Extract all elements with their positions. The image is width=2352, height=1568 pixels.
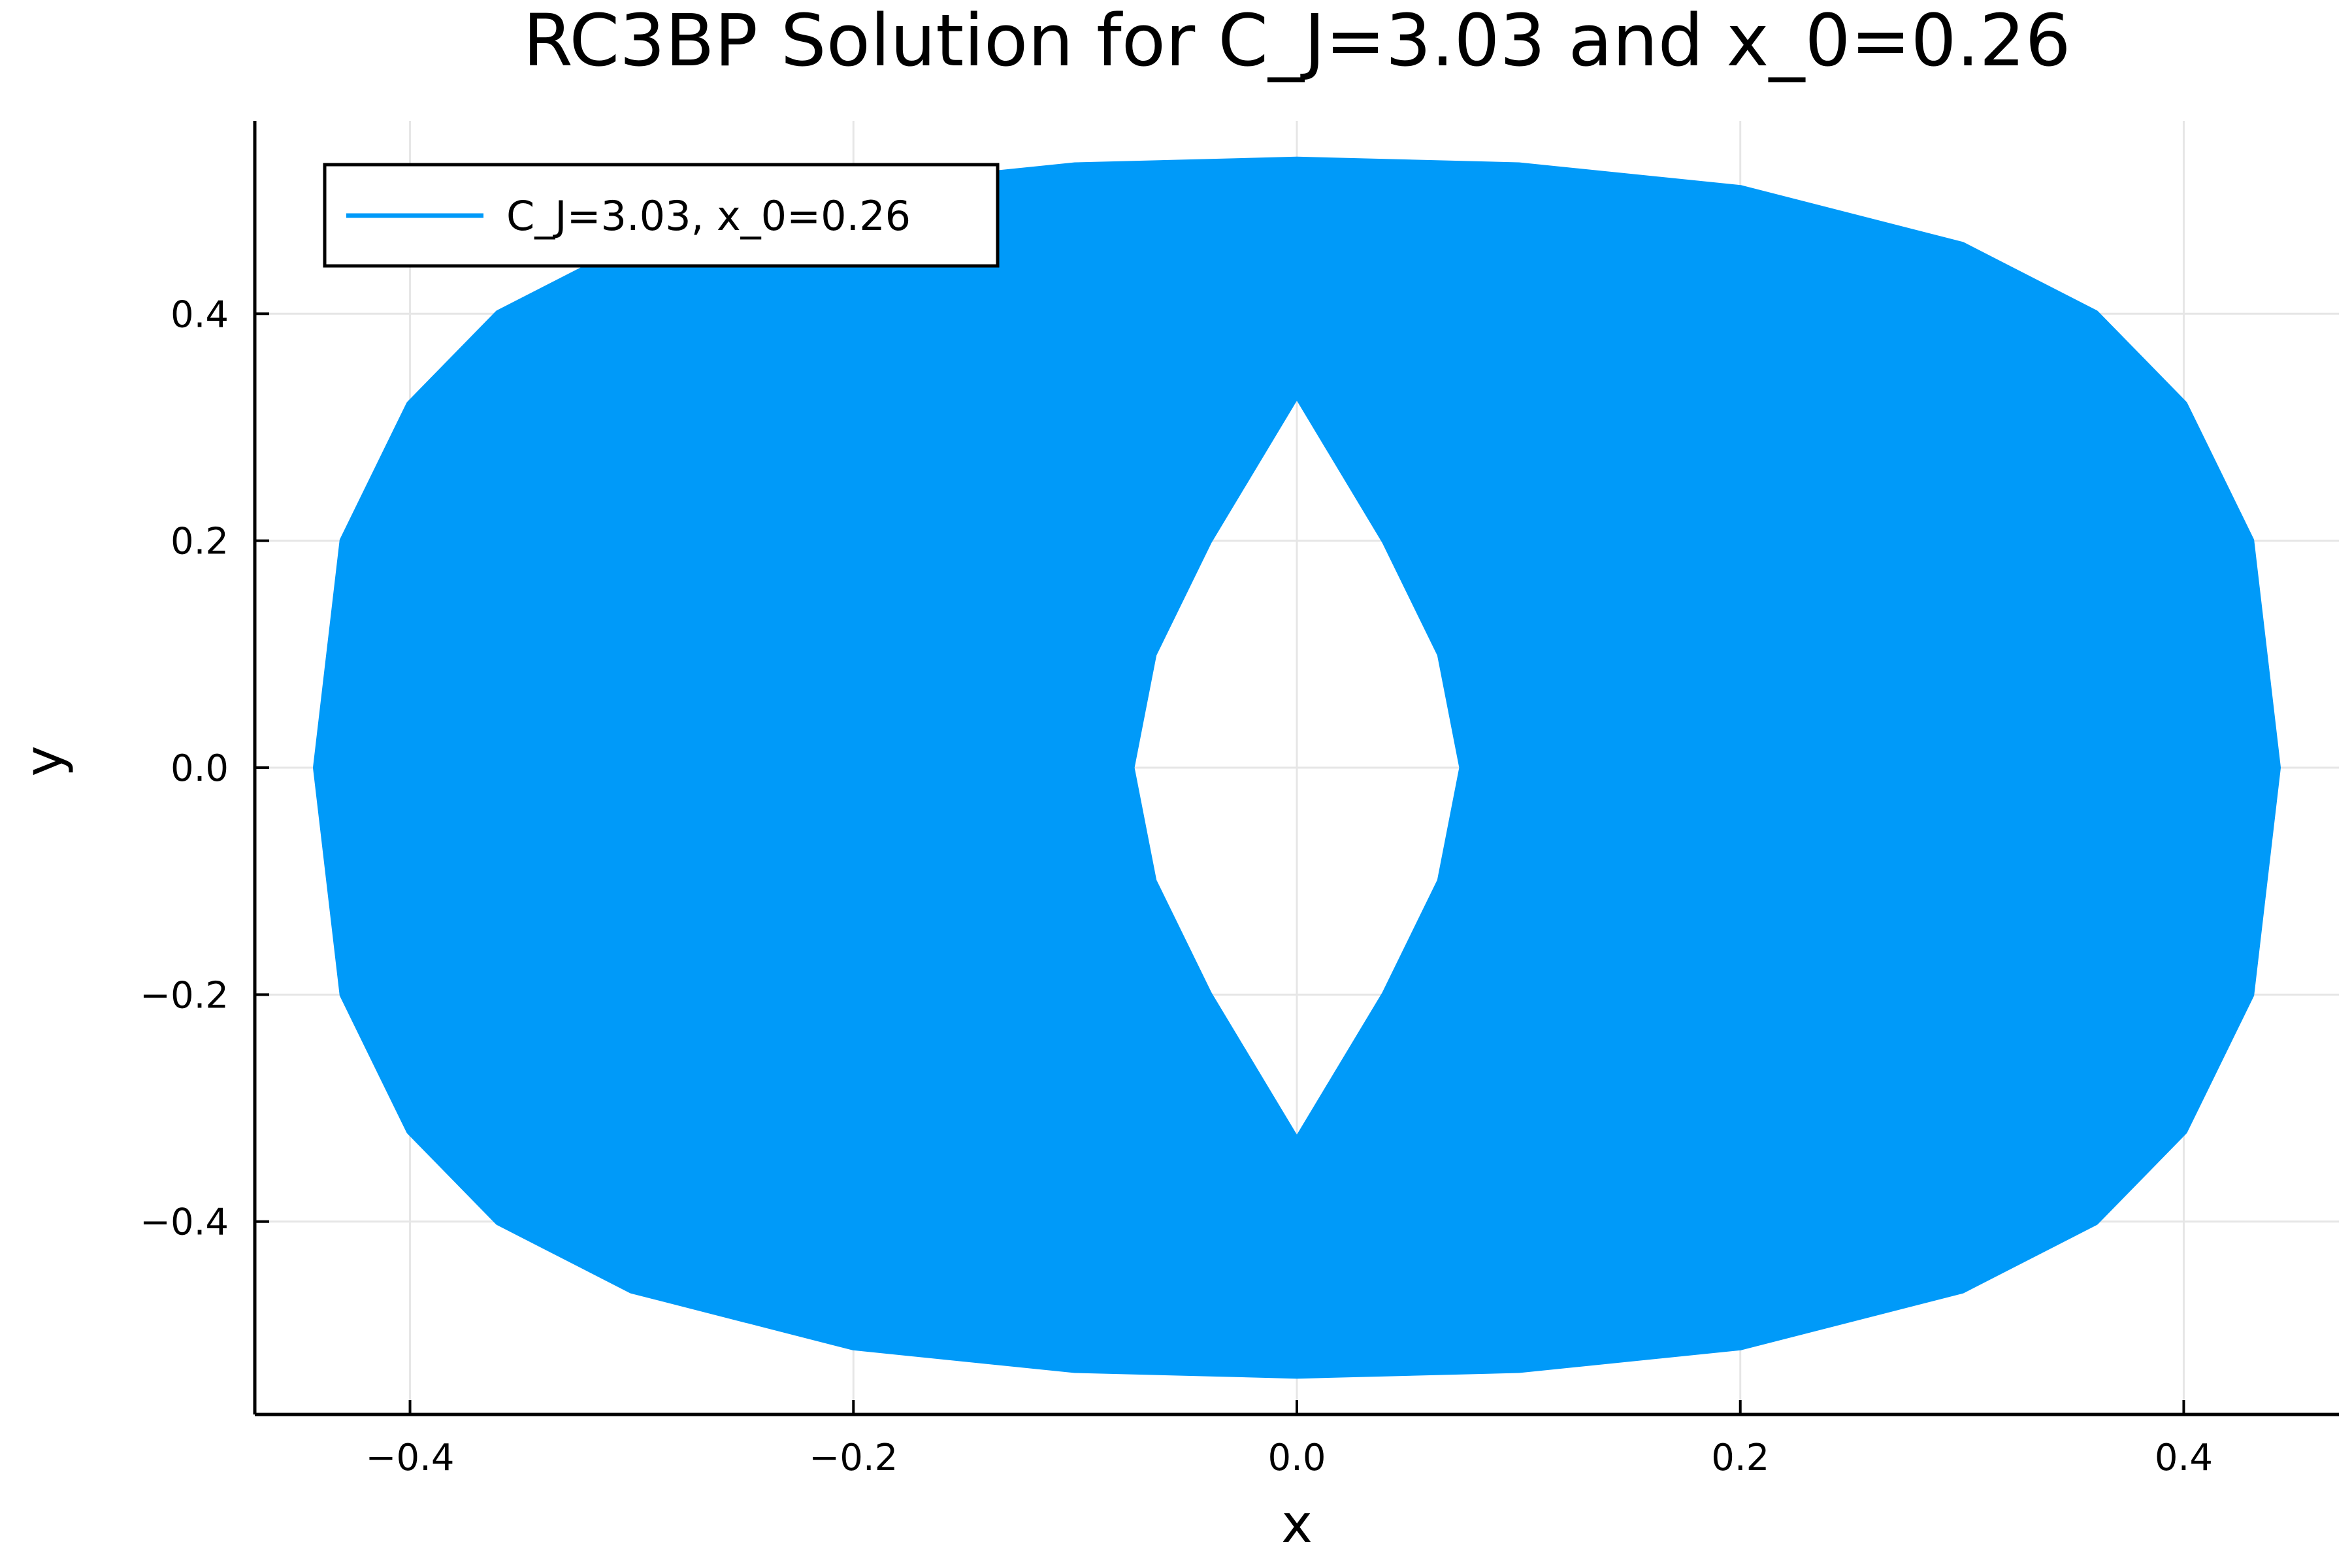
- y-tick-label: 0.0: [171, 747, 229, 790]
- x-tick-label: 0.0: [1267, 1437, 1326, 1479]
- x-tick-label: −0.4: [366, 1437, 455, 1479]
- y-tick-label: 0.2: [171, 521, 229, 563]
- y-axis-label: y: [14, 745, 74, 776]
- x-tick-label: 0.2: [1711, 1437, 1769, 1479]
- chart-title: RC3BP Solution for C_J=3.03 and x_0=0.26: [523, 0, 2070, 82]
- y-tick-label: −0.2: [140, 974, 229, 1017]
- series-0-trajectory: [313, 156, 2281, 1379]
- ticks: −0.4 −0.2 0.0 0.2 0.4 −0.4 −0.2 0.0 0.2 0.4: [140, 293, 2213, 1479]
- legend-label: C_J=3.03, x_0=0.26: [506, 192, 911, 240]
- y-tick-label: 0.4: [171, 293, 229, 336]
- legend: C_J=3.03, x_0=0.26: [323, 163, 1000, 268]
- series-area: [313, 156, 2281, 1379]
- x-tick-label: 0.4: [2155, 1437, 2213, 1479]
- x-tick-label: −0.2: [809, 1437, 898, 1479]
- x-axis-label: x: [1281, 1494, 1312, 1554]
- y-tick-label: −0.4: [140, 1201, 229, 1244]
